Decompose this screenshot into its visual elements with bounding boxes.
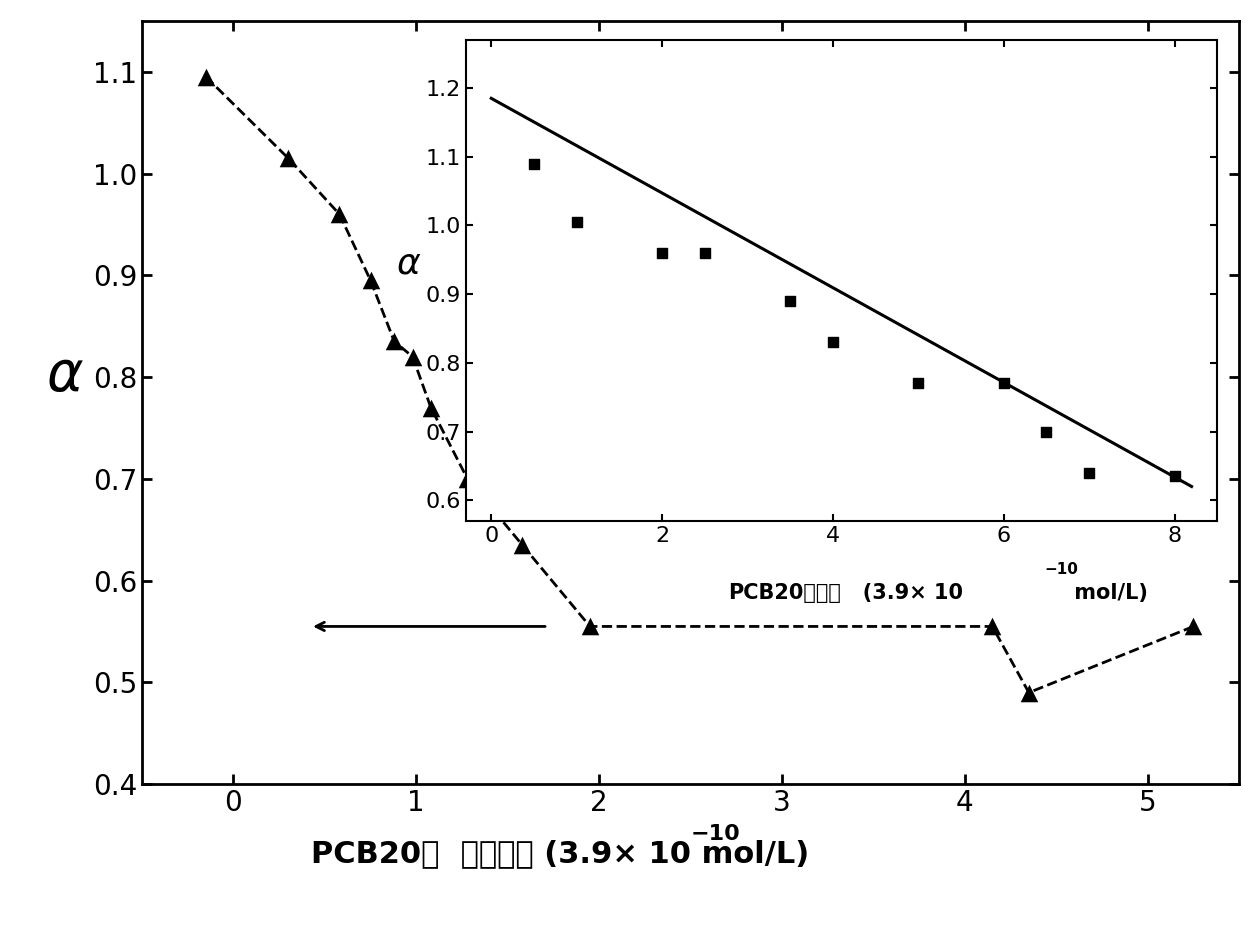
Text: −10: −10 <box>690 824 741 843</box>
Text: mol/L): mol/L) <box>690 840 809 869</box>
Point <box>983 619 1003 634</box>
Point <box>421 400 441 415</box>
Point <box>402 349 422 364</box>
Point <box>580 619 600 634</box>
Point <box>457 471 478 486</box>
Point <box>360 273 381 288</box>
Point <box>513 537 533 552</box>
Y-axis label: $\alpha$: $\alpha$ <box>47 348 84 402</box>
Text: PCB20浓  度的对数 (3.9× 10: PCB20浓 度的对数 (3.9× 10 <box>310 840 690 869</box>
Point <box>384 334 404 349</box>
Point <box>1183 619 1203 634</box>
Point <box>278 151 299 166</box>
Point <box>329 207 349 222</box>
Point <box>195 70 215 85</box>
Point <box>1019 685 1040 700</box>
